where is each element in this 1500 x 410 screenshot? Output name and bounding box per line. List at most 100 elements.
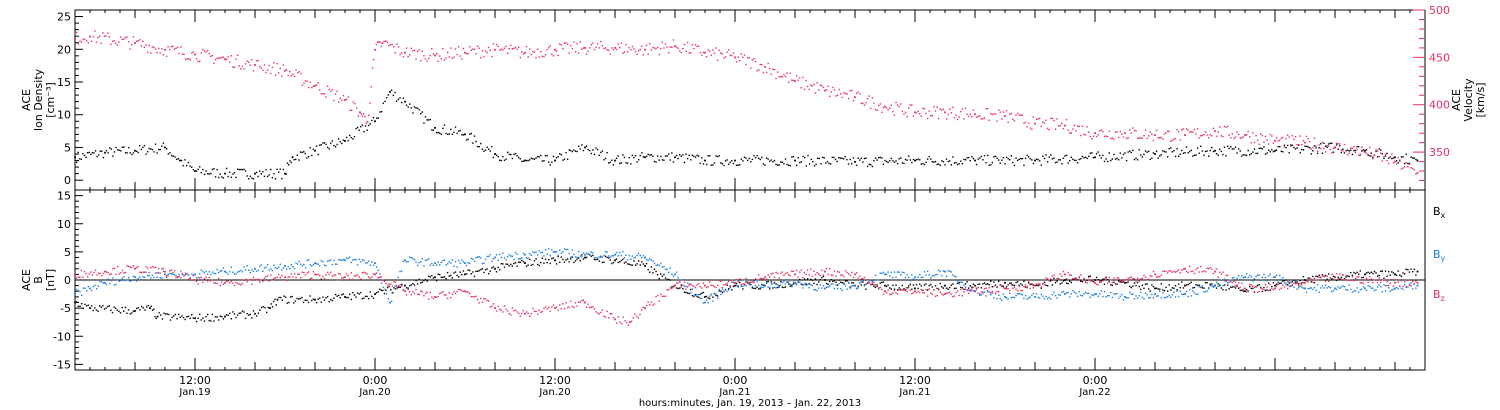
data-point [1261, 276, 1264, 279]
data-point [589, 253, 591, 256]
data-point [600, 255, 602, 257]
data-point [1266, 280, 1268, 282]
data-point [829, 267, 831, 270]
data-point [527, 264, 529, 266]
data-point [396, 287, 398, 289]
data-point [121, 269, 124, 272]
data-point [822, 275, 825, 278]
data-point [514, 152, 517, 155]
data-point [679, 154, 681, 156]
data-point [342, 94, 345, 97]
data-point [1138, 295, 1140, 297]
data-point [802, 276, 804, 279]
data-point [884, 284, 886, 287]
data-point [830, 274, 833, 276]
data-point [982, 292, 984, 295]
data-point [991, 290, 994, 293]
data-point [143, 271, 146, 273]
data-point [603, 159, 605, 161]
data-point [153, 266, 155, 269]
data-point [1275, 283, 1278, 285]
data-point [180, 159, 183, 162]
data-point [622, 316, 625, 318]
data-point [996, 120, 998, 122]
data-point [431, 274, 433, 277]
data-point [216, 282, 218, 285]
data-point [499, 253, 501, 256]
data-point [666, 155, 668, 157]
data-point [906, 290, 908, 293]
data-point [1125, 281, 1128, 284]
data-point [1320, 147, 1322, 150]
data-point [919, 113, 921, 115]
data-point [1242, 153, 1245, 156]
data-point [487, 272, 490, 275]
data-point [565, 248, 567, 251]
data-point [727, 288, 730, 290]
data-point [333, 274, 335, 277]
top-right-tick-label: 450 [1429, 51, 1450, 64]
data-point [169, 272, 171, 275]
data-point [1299, 135, 1301, 137]
data-point [804, 156, 806, 159]
data-point [1154, 293, 1156, 295]
data-point [1310, 153, 1313, 155]
data-point [735, 278, 738, 281]
data-point [820, 163, 822, 165]
data-point [980, 155, 983, 158]
x-tick-time: 12:00 [539, 374, 571, 387]
data-point [1116, 292, 1118, 295]
data-point [470, 132, 473, 135]
data-point [852, 99, 855, 102]
data-point [189, 165, 191, 167]
data-point [1021, 289, 1024, 292]
data-point [527, 56, 529, 58]
data-point [926, 117, 929, 120]
data-point [786, 281, 788, 283]
data-point [680, 284, 683, 286]
data-point [1207, 136, 1210, 139]
bottom-tick-label: 0 [64, 274, 71, 287]
data-point [251, 269, 253, 271]
data-point [446, 133, 449, 136]
data-point [281, 269, 283, 271]
data-point [1220, 150, 1223, 153]
data-point [1304, 287, 1306, 290]
data-point [791, 284, 793, 286]
data-point [219, 270, 221, 272]
data-point [227, 314, 229, 317]
data-point [846, 280, 848, 282]
data-point [464, 290, 466, 293]
data-point [1152, 270, 1155, 273]
data-point [527, 159, 529, 162]
data-point [985, 162, 987, 164]
data-point [378, 41, 380, 43]
data-point [988, 164, 990, 167]
data-point [1230, 279, 1232, 281]
data-point [997, 109, 1000, 111]
data-point [767, 158, 769, 160]
data-point [1016, 293, 1019, 295]
data-point [941, 160, 943, 162]
data-point [361, 259, 364, 261]
data-point [1350, 288, 1352, 291]
data-point [999, 111, 1001, 113]
data-point [367, 297, 370, 300]
data-point [481, 148, 484, 150]
data-point [475, 140, 477, 143]
data-point [1266, 286, 1268, 288]
data-point [945, 292, 948, 295]
data-point [380, 110, 383, 113]
data-point [1384, 290, 1387, 292]
data-point [279, 263, 281, 266]
data-point [811, 85, 814, 87]
data-point [762, 286, 765, 289]
data-point [1362, 286, 1365, 288]
data-point [833, 280, 836, 282]
data-point [1318, 276, 1320, 278]
data-point [620, 254, 623, 257]
data-point [538, 156, 540, 158]
data-point [134, 42, 136, 45]
data-point [371, 67, 374, 69]
data-point [1411, 167, 1414, 170]
